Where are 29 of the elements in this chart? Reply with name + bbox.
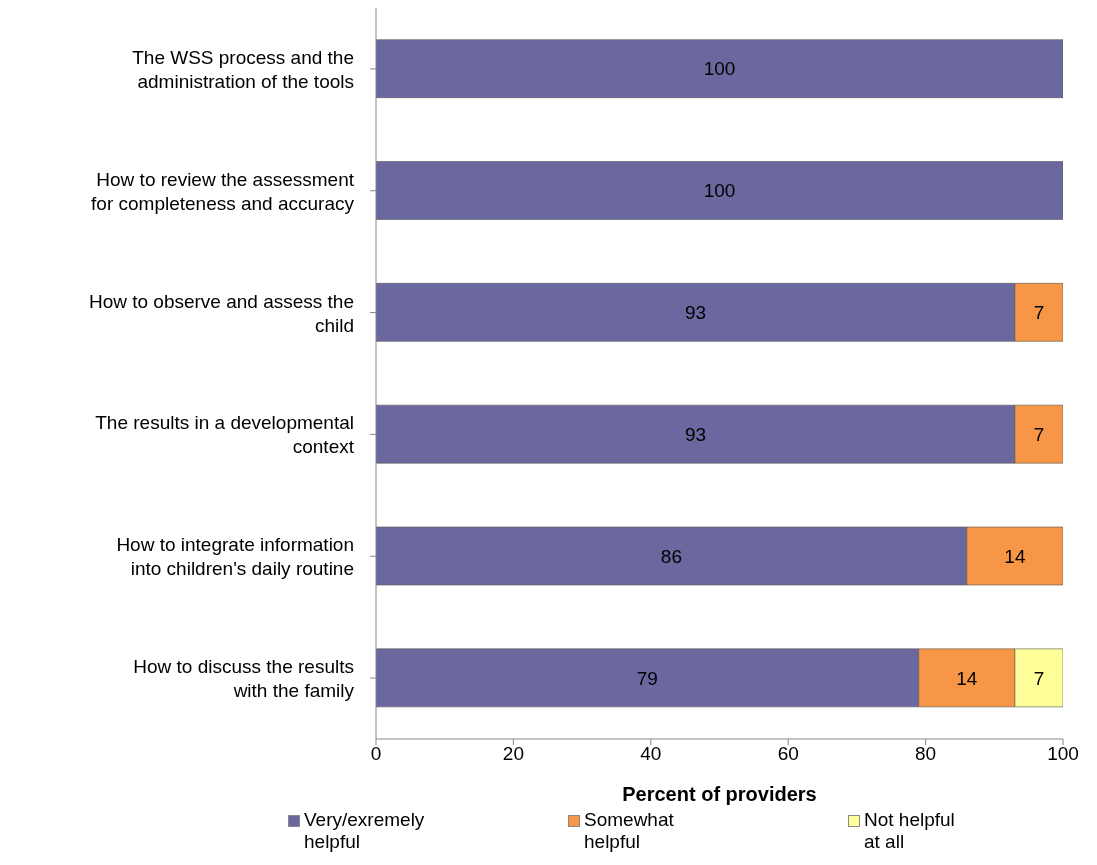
x-tick-label: 40 <box>640 743 662 765</box>
data-label: 100 <box>703 58 736 80</box>
x-tick-label: 80 <box>915 743 937 765</box>
bar <box>376 161 1063 220</box>
y-tick-label: The results in a developmental context <box>95 411 355 457</box>
data-label: 86 <box>660 545 682 567</box>
data-label: 14 <box>1004 545 1026 567</box>
data-label: 7 <box>1033 302 1045 324</box>
x-tick-label: 0 <box>370 743 382 765</box>
x-axis-title: Percent of providers <box>622 783 817 805</box>
y-tick-label: How to discuss the results with the family <box>133 655 355 701</box>
legend-label: Very/exremely helpful <box>304 809 425 853</box>
data-label: 79 <box>636 667 658 689</box>
data-label: 7 <box>1033 423 1045 445</box>
x-tick-label: 100 <box>1047 743 1079 765</box>
legend-label: Somewhat helpful <box>584 809 674 853</box>
data-label: 14 <box>956 667 978 689</box>
bar <box>376 39 1063 98</box>
y-tick-label: The WSS process and the administration of the tools <box>132 46 354 92</box>
data-label: 100 <box>703 180 736 202</box>
legend-label: Not helpful at all <box>864 809 955 853</box>
x-tick-label: 20 <box>502 743 524 765</box>
x-tick-label: 60 <box>777 743 799 765</box>
y-tick-label: How to observe and assess the child <box>88 290 354 336</box>
data-label: 7 <box>1033 667 1045 689</box>
y-tick-label: How to integrate information into children's daily routine <box>116 533 354 579</box>
data-label: 93 <box>684 423 707 445</box>
y-tick-label: How to review the assessment for completeness and accuracy <box>91 168 355 214</box>
data-label: 93 <box>684 302 707 324</box>
